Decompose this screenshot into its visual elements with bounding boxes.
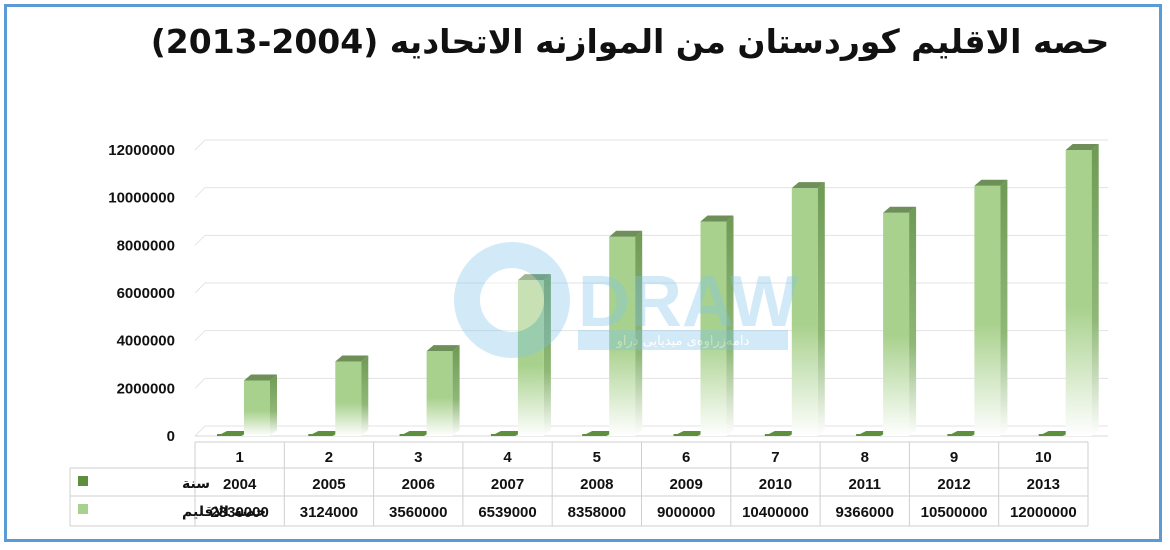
bar-share-side: [1091, 144, 1099, 436]
chart-frame: [4, 4, 1162, 542]
share-value: 8358000: [568, 504, 626, 521]
chart-title: حصه الاقليم كوردستان من الموازنه الاتحاد…: [150, 22, 1110, 61]
bar-year-front: [856, 434, 881, 436]
legend-key-share: [78, 504, 88, 514]
bar-share-top: [883, 206, 917, 213]
share-value: 3560000: [389, 504, 447, 521]
share-value: 10400000: [742, 504, 809, 521]
year-value: 2012: [937, 476, 970, 493]
bar-share-top: [335, 355, 369, 362]
bar-share: [700, 221, 727, 436]
year-value: 2007: [491, 476, 524, 493]
bar-share: [244, 380, 270, 436]
grid-line-diag: [194, 425, 206, 437]
y-tick-label: 8000000: [117, 237, 175, 254]
bar-share: [1065, 150, 1092, 436]
year-value: 2004: [223, 476, 257, 493]
legend-label-share: حصة الاقليم: [182, 504, 266, 520]
category-label: 4: [503, 449, 512, 466]
share-value: 2330000: [210, 504, 268, 521]
bar-share: [426, 351, 453, 436]
y-tick-label: 6000000: [117, 285, 175, 302]
share-value: 9000000: [657, 504, 715, 521]
year-value: 2006: [402, 476, 435, 493]
legend-key-year: [78, 476, 88, 486]
share-value: 10500000: [921, 504, 988, 521]
bar-share-top: [791, 182, 825, 189]
y-axis-ticks: 0 2000000 4000000 6000000 8000000 10000000 120…: [108, 142, 175, 445]
year-value: 2005: [312, 476, 345, 493]
bar-year-front: [1038, 434, 1063, 436]
category-label: 1: [235, 449, 243, 466]
category-label: 6: [682, 449, 690, 466]
year-value: 2008: [580, 476, 613, 493]
category-label: 3: [414, 449, 422, 466]
category-label: 7: [771, 449, 779, 466]
bar-share-side: [817, 182, 825, 436]
bar-year-front: [582, 434, 607, 436]
share-value: 3124000: [300, 504, 358, 521]
bar-share-side: [270, 374, 277, 436]
bar-share-top: [974, 179, 1008, 186]
category-label: 10: [1035, 449, 1052, 466]
bar-share: [517, 280, 544, 436]
y-tick-label: 0: [167, 428, 175, 445]
bar-share-side: [1000, 179, 1008, 436]
y-tick-label: 12000000: [108, 142, 175, 159]
grid-line-diag: [194, 187, 206, 199]
bar-share-top: [426, 345, 460, 352]
grid-line-diag: [194, 282, 206, 294]
grid-line-diag: [194, 139, 206, 151]
grid-line-diag: [194, 330, 206, 342]
bar-share-top: [700, 215, 734, 222]
legend-label-year: سنة: [182, 476, 210, 492]
bar-share-side: [452, 345, 460, 436]
year-value: 2010: [759, 476, 792, 493]
bar-year-front: [217, 434, 241, 436]
bar-series: [217, 144, 1099, 436]
bar-year-front: [947, 434, 972, 436]
bar-share-top: [609, 230, 643, 237]
data-table: 1 2004 2330000 2 2005 3124000 3 2006 3560000 4 200…: [69, 441, 1089, 527]
share-value: 6539000: [478, 504, 536, 521]
category-label: 2: [325, 449, 333, 466]
y-tick-label: 2000000: [117, 380, 175, 397]
grid-lines: [194, 139, 1108, 437]
bar-share-side: [635, 230, 643, 436]
bar-share-side: [361, 355, 369, 436]
year-value: 2009: [669, 476, 702, 493]
y-tick-label: 10000000: [108, 190, 175, 207]
bar-share: [609, 236, 636, 436]
category-label: 5: [593, 449, 601, 466]
bar-share: [974, 185, 1001, 436]
bar-share-top: [517, 274, 551, 281]
bar-share-top: [244, 374, 277, 381]
bar-year-front: [673, 434, 698, 436]
grid-line-diag: [194, 377, 206, 389]
bar-share-side: [726, 215, 734, 436]
year-value: 2011: [848, 476, 881, 493]
grid-line-diag: [194, 234, 206, 246]
bar-share-side: [909, 206, 917, 436]
bar-year-front: [399, 434, 424, 436]
category-label: 9: [950, 449, 958, 466]
bar-year-front: [764, 434, 789, 436]
y-tick-label: 4000000: [117, 333, 175, 350]
bar-year-front: [308, 434, 333, 436]
category-label: 8: [861, 449, 869, 466]
year-value: 2013: [1027, 476, 1060, 493]
share-value: 12000000: [1010, 504, 1077, 521]
bar-share-top: [1065, 144, 1099, 150]
bar-share: [791, 188, 818, 436]
bar-year-front: [490, 434, 515, 436]
share-value: 9366000: [836, 504, 894, 521]
bar-share: [883, 212, 910, 436]
bar-share-side: [543, 274, 551, 436]
bar-share: [335, 361, 362, 436]
